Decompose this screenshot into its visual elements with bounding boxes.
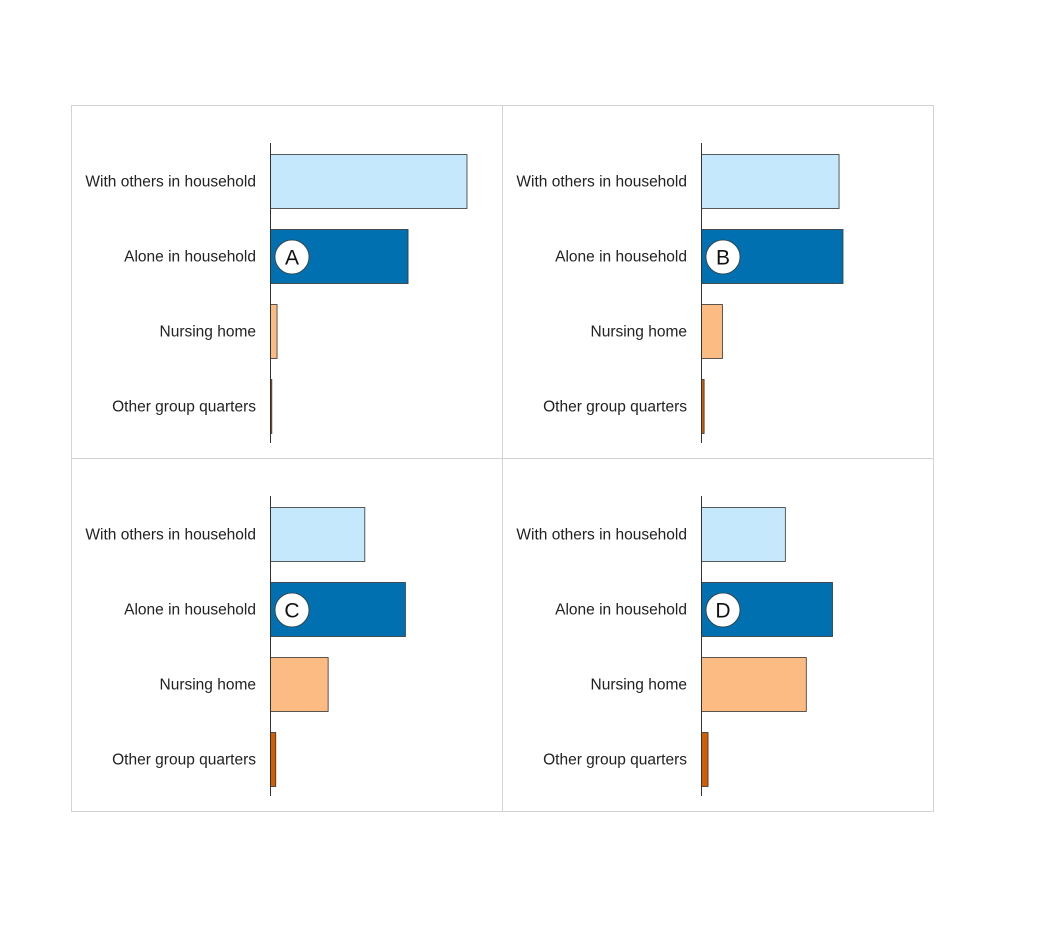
bar-with-others xyxy=(701,507,786,562)
category-label: With others in household xyxy=(85,527,256,544)
category-label: Other group quarters xyxy=(543,399,687,416)
category-label: With others in household xyxy=(85,174,256,191)
bar-other-group-quarters xyxy=(701,732,709,787)
category-label: With others in household xyxy=(516,527,687,544)
bar-other-group-quarters xyxy=(270,732,277,787)
bar-with-others xyxy=(270,507,366,562)
panel-label-text: C xyxy=(284,600,299,623)
category-label: Alone in household xyxy=(555,602,687,619)
bar-with-others xyxy=(270,154,468,209)
bar-nursing-home xyxy=(701,657,807,712)
panel-label-badge xyxy=(274,239,310,275)
category-label: Alone in household xyxy=(124,249,256,266)
category-label: Alone in household xyxy=(555,249,687,266)
category-label: Other group quarters xyxy=(112,752,256,769)
panel-label-badge xyxy=(274,592,310,628)
chart-panel-b: With others in household Alone in househo… xyxy=(502,105,934,459)
bar-nursing-home xyxy=(270,304,278,359)
panel-label-text: D xyxy=(715,600,730,623)
category-label: Nursing home xyxy=(160,324,257,341)
bar-nursing-home xyxy=(270,657,329,712)
panel-label-badge xyxy=(705,592,741,628)
category-label: Alone in household xyxy=(124,602,256,619)
category-label: Other group quarters xyxy=(543,752,687,769)
bar-with-others xyxy=(701,154,840,209)
bar-nursing-home xyxy=(701,304,723,359)
chart-panel-a: With others in household Alone in househo… xyxy=(71,105,503,459)
category-label: Other group quarters xyxy=(112,399,256,416)
category-label: Nursing home xyxy=(591,677,688,694)
panel-label-badge xyxy=(705,239,741,275)
chart-panel-d: With others in household Alone in househo… xyxy=(502,458,934,812)
category-label: Nursing home xyxy=(591,324,688,341)
category-label: Nursing home xyxy=(160,677,257,694)
panel-label-text: A xyxy=(285,247,299,270)
chart-panels: With others in household Alone in househo… xyxy=(71,105,934,812)
panel-label-text: B xyxy=(716,247,730,270)
chart-panel-c: With others in household Alone in househo… xyxy=(71,458,503,812)
category-label: With others in household xyxy=(516,174,687,191)
